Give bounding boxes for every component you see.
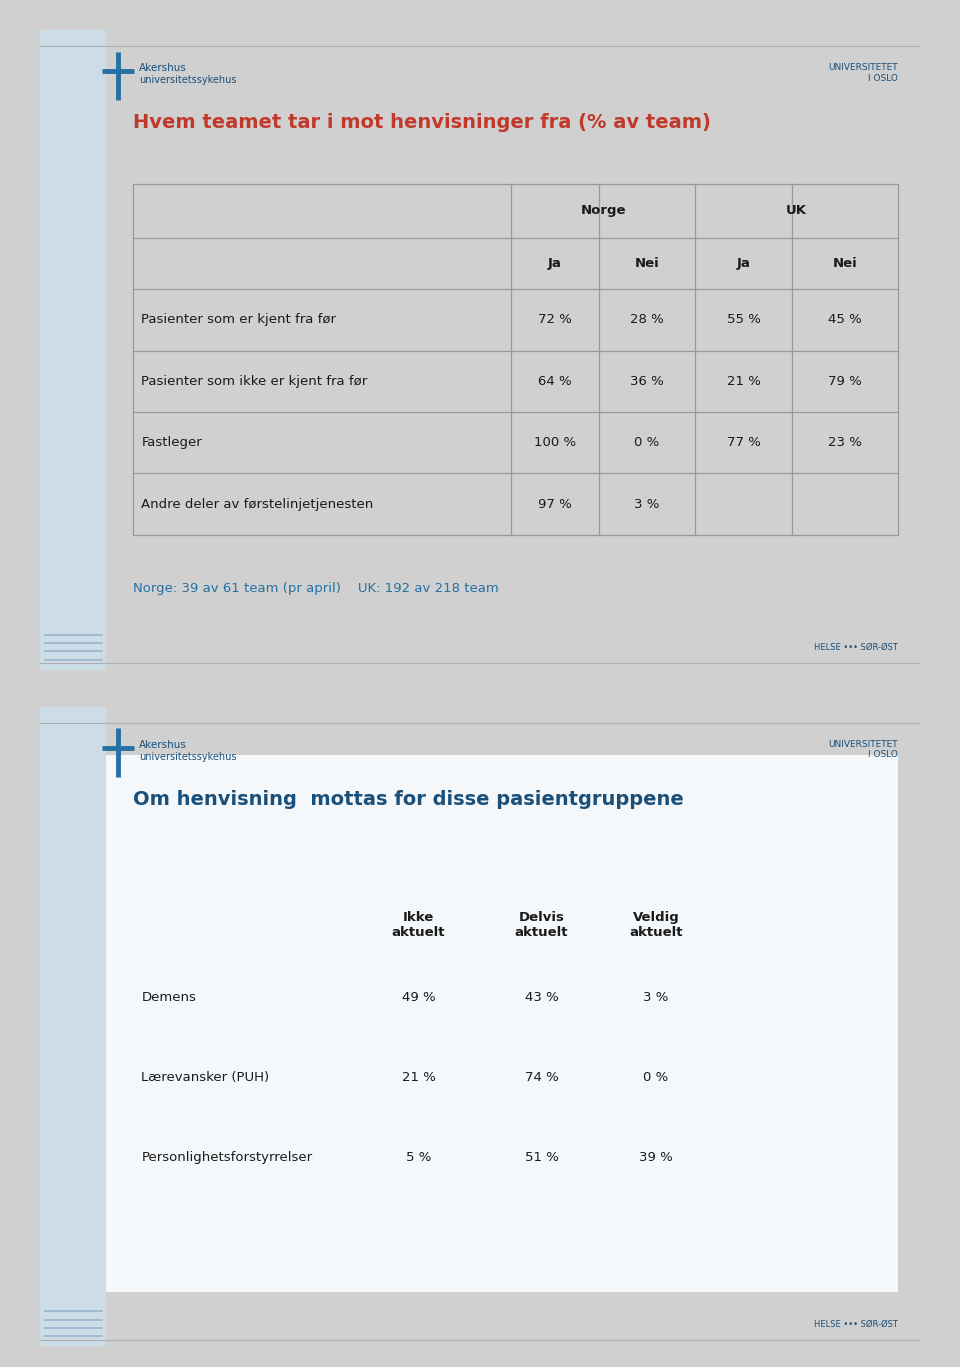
Text: universitetssykehus: universitetssykehus	[139, 752, 236, 761]
Text: 72 %: 72 %	[538, 313, 572, 327]
Text: UNIVERSITETET
I OSLO: UNIVERSITETET I OSLO	[828, 63, 898, 83]
Text: 77 %: 77 %	[727, 436, 760, 450]
Bar	[132, 183, 898, 534]
Text: 21 %: 21 %	[727, 375, 760, 388]
Text: 39 %: 39 %	[639, 1151, 673, 1165]
Text: Ja: Ja	[548, 257, 562, 271]
Bar	[40, 707, 107, 1346]
Text: 64 %: 64 %	[538, 375, 571, 388]
Text: Akershus: Akershus	[139, 740, 186, 750]
Text: 49 %: 49 %	[401, 991, 435, 1005]
Text: universitetssykehus: universitetssykehus	[139, 75, 236, 85]
Text: 28 %: 28 %	[630, 313, 664, 327]
Text: 21 %: 21 %	[401, 1072, 436, 1084]
Text: 5 %: 5 %	[406, 1151, 431, 1165]
Text: 55 %: 55 %	[727, 313, 760, 327]
Text: Fastleger: Fastleger	[141, 436, 203, 450]
Text: Personlighetsforstyrrelser: Personlighetsforstyrrelser	[141, 1151, 313, 1165]
Bar	[107, 755, 898, 1292]
Text: UNIVERSITETET
I OSLO: UNIVERSITETET I OSLO	[828, 740, 898, 760]
Text: 23 %: 23 %	[828, 436, 862, 450]
Text: Lærevansker (PUH): Lærevansker (PUH)	[141, 1072, 270, 1084]
Text: Nei: Nei	[832, 257, 857, 271]
Text: Norge: 39 av 61 team (pr april)    UK: 192 av 218 team: Norge: 39 av 61 team (pr april) UK: 192 …	[132, 581, 498, 595]
Text: 3 %: 3 %	[643, 991, 668, 1005]
Text: HELSE ••• SØR-ØST: HELSE ••• SØR-ØST	[814, 642, 898, 652]
Text: 79 %: 79 %	[828, 375, 862, 388]
Bar	[107, 755, 898, 1292]
Text: Pasienter som er kjent fra før: Pasienter som er kjent fra før	[141, 313, 336, 327]
Text: 43 %: 43 %	[525, 991, 559, 1005]
Text: Delvis
aktuelt: Delvis aktuelt	[515, 912, 568, 939]
Text: 74 %: 74 %	[525, 1072, 559, 1084]
Text: Ikke
aktuelt: Ikke aktuelt	[392, 912, 445, 939]
Text: Andre deler av førstelinjetjenesten: Andre deler av førstelinjetjenesten	[141, 498, 373, 511]
Text: 100 %: 100 %	[534, 436, 576, 450]
Text: UK: UK	[786, 204, 807, 217]
Text: 3 %: 3 %	[635, 498, 660, 511]
Text: Veldig
aktuelt: Veldig aktuelt	[629, 912, 683, 939]
Text: Hvem teamet tar i mot henvisninger fra (% av team): Hvem teamet tar i mot henvisninger fra (…	[132, 113, 710, 133]
Text: Pasienter som ikke er kjent fra før: Pasienter som ikke er kjent fra før	[141, 375, 368, 388]
Text: Nei: Nei	[635, 257, 660, 271]
Text: Akershus: Akershus	[139, 63, 186, 74]
Text: HELSE ••• SØR-ØST: HELSE ••• SØR-ØST	[814, 1319, 898, 1329]
Text: Norge: Norge	[581, 204, 626, 217]
Text: Om henvisning  mottas for disse pasientgruppene: Om henvisning mottas for disse pasientgr…	[132, 790, 684, 809]
Text: 97 %: 97 %	[538, 498, 571, 511]
Text: 0 %: 0 %	[643, 1072, 668, 1084]
Text: 51 %: 51 %	[524, 1151, 559, 1165]
Text: Ja: Ja	[737, 257, 751, 271]
Text: Demens: Demens	[141, 991, 197, 1005]
Text: 45 %: 45 %	[828, 313, 862, 327]
Bar	[40, 30, 107, 670]
Text: 0 %: 0 %	[635, 436, 660, 450]
Text: 36 %: 36 %	[630, 375, 664, 388]
